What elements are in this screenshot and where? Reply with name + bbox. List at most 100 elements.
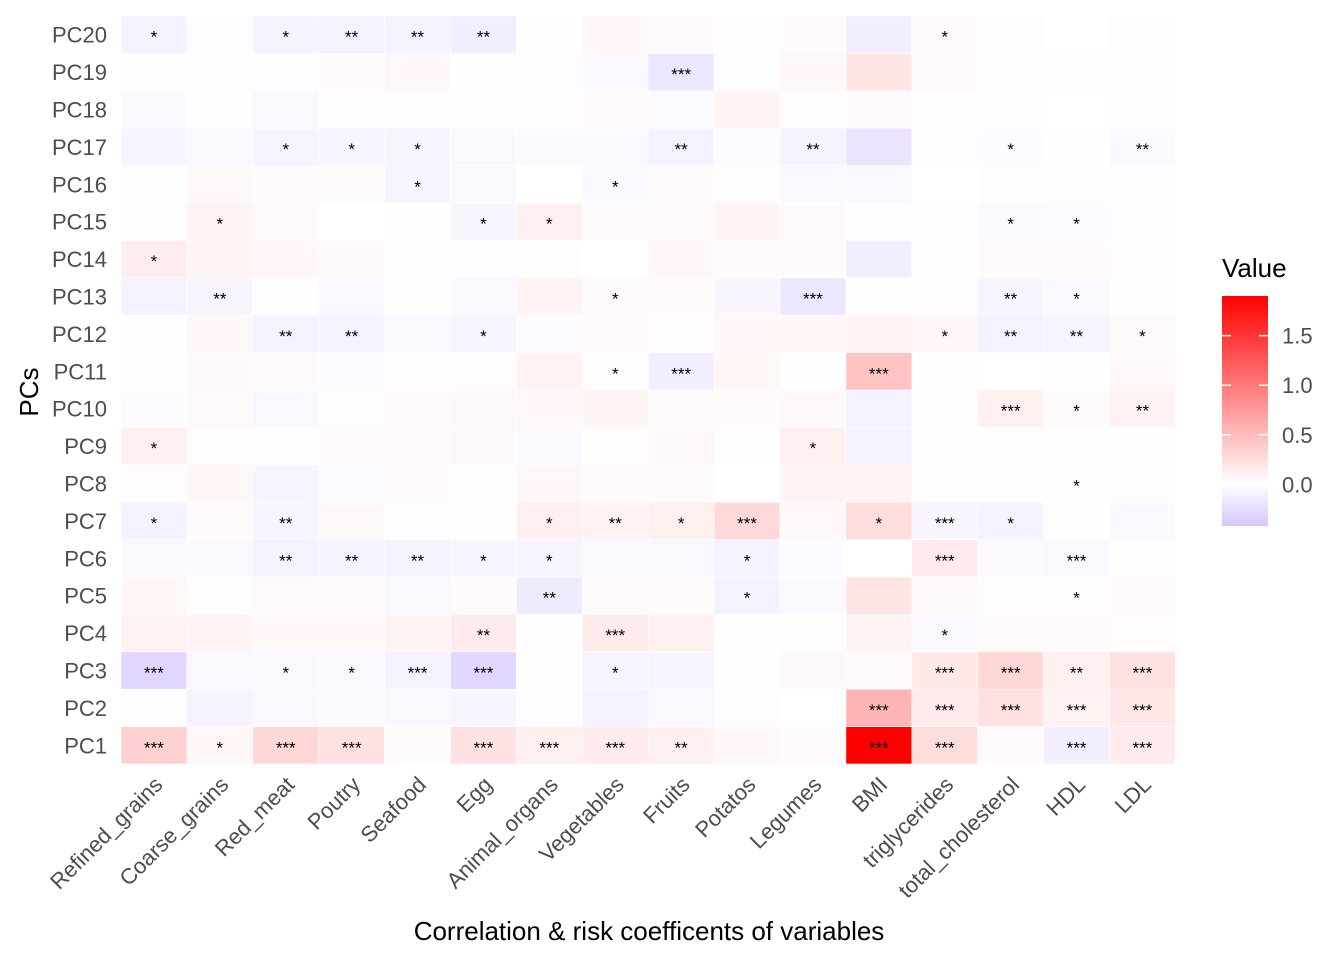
heatmap-cell <box>713 277 781 316</box>
heatmap-cell <box>252 90 320 129</box>
heatmap-cell <box>647 389 715 428</box>
significance-label: *** <box>1001 701 1021 720</box>
heatmap-cell <box>911 501 978 540</box>
significance-label: *** <box>1067 738 1087 757</box>
heatmap-cell <box>713 165 781 204</box>
heatmap-cell <box>1109 314 1176 353</box>
heatmap-cell <box>450 688 517 727</box>
x-tick-label: total_cholesterol <box>893 772 1024 903</box>
y-tick-label: PC11 <box>54 359 107 384</box>
heatmap-cell <box>516 165 583 204</box>
significance-label: * <box>1007 514 1014 533</box>
heatmap-cell <box>977 651 1044 690</box>
significance-label: ** <box>345 327 359 346</box>
significance-label: *** <box>869 364 889 383</box>
heatmap-cell <box>647 352 715 391</box>
y-tick-label: PC8 <box>64 472 107 497</box>
significance-label: *** <box>474 738 494 757</box>
heatmap-cell <box>252 651 320 690</box>
heatmap-cell <box>1043 202 1110 241</box>
heatmap-cell <box>186 688 254 727</box>
significance-label: *** <box>1067 701 1087 720</box>
heatmap-cell <box>252 165 320 204</box>
heatmap-cell <box>845 501 913 540</box>
heatmap-cell <box>186 15 254 54</box>
heatmap-cell <box>911 240 978 279</box>
heatmap-cell <box>252 53 320 92</box>
heatmap-cell <box>647 165 715 204</box>
heatmap-cell <box>120 202 188 241</box>
heatmap-cell <box>186 352 254 391</box>
heatmap-cell <box>845 576 913 615</box>
heatmap-cell <box>318 688 385 727</box>
y-tick-label: PC12 <box>52 322 107 347</box>
heatmap-cell <box>977 314 1044 353</box>
heatmap-cell <box>120 15 188 54</box>
heatmap-cell <box>713 240 781 279</box>
heatmap-cell <box>713 726 781 765</box>
heatmap-cell <box>779 726 847 765</box>
heatmap-cell <box>318 389 385 428</box>
legend-tick-label: 0.5 <box>1282 423 1313 448</box>
heatmap-cell <box>384 53 451 92</box>
heatmap-cell <box>845 688 913 727</box>
heatmap-cell <box>516 240 583 279</box>
heatmap-cell <box>1043 277 1110 316</box>
heatmap-cell <box>977 464 1044 503</box>
heatmap-cell <box>779 688 847 727</box>
heatmap-cell <box>252 277 320 316</box>
heatmap-cell <box>186 614 254 653</box>
heatmap-cell <box>252 240 320 279</box>
x-tick-label: BMI <box>847 772 892 817</box>
heatmap-cell <box>186 726 254 765</box>
heatmap-cell <box>647 464 715 503</box>
heatmap-cell <box>647 688 715 727</box>
heatmap-cell <box>252 539 320 578</box>
heatmap-cell <box>1043 539 1110 578</box>
heatmap-cell <box>186 90 254 129</box>
heatmap-cell <box>779 614 847 653</box>
y-tick-label: PC14 <box>52 247 107 272</box>
heatmap-cell <box>384 427 451 466</box>
significance-label: * <box>1073 215 1080 234</box>
heatmap-cell <box>450 389 517 428</box>
heatmap-cell <box>779 15 847 54</box>
heatmap-cell <box>845 165 913 204</box>
heatmap-cell <box>779 165 847 204</box>
heatmap-cell <box>516 427 583 466</box>
x-tick-label: HDL <box>1041 772 1090 821</box>
heatmap-cell <box>450 314 517 353</box>
heatmap-cell <box>911 53 978 92</box>
heatmap-cell <box>845 614 913 653</box>
heatmap-cell <box>647 539 715 578</box>
heatmap-cell <box>845 464 913 503</box>
significance-label: * <box>1073 402 1080 421</box>
heatmap-cell <box>186 427 254 466</box>
x-tick-label: LDL <box>1110 772 1156 818</box>
heatmap-cell <box>384 314 451 353</box>
significance-label: *** <box>1001 664 1021 683</box>
heatmap-cell <box>581 165 649 204</box>
significance-label: * <box>480 327 487 346</box>
heatmap-cell <box>1043 90 1110 129</box>
x-tick-label: Refined_grains <box>45 772 167 894</box>
heatmap-cell <box>977 165 1044 204</box>
heatmap-cell <box>647 726 715 765</box>
significance-label: *** <box>605 738 625 757</box>
y-tick-label: PC1 <box>64 733 107 758</box>
heatmap-cell <box>581 240 649 279</box>
y-tick-label: PC10 <box>52 397 107 422</box>
significance-label: ** <box>279 327 293 346</box>
heatmap-cell <box>911 352 978 391</box>
heatmap-cell <box>779 464 847 503</box>
significance-label: *** <box>539 738 559 757</box>
heatmap-cell <box>516 389 583 428</box>
significance-label: *** <box>605 626 625 645</box>
y-tick-label: PC5 <box>64 584 107 609</box>
heatmap-cell <box>779 314 847 353</box>
heatmap-cell <box>911 576 978 615</box>
significance-label: * <box>1073 290 1080 309</box>
heatmap-cell <box>120 389 188 428</box>
significance-label: * <box>876 514 883 533</box>
